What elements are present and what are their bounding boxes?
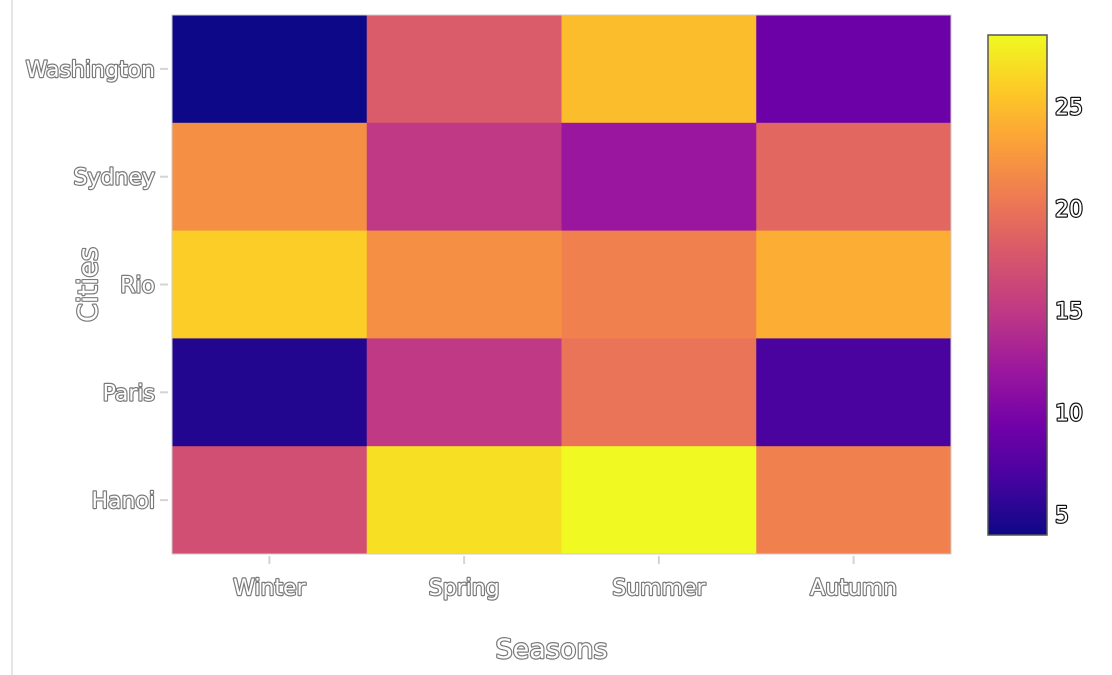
- colorbar-tick-label: 15: [1055, 300, 1083, 325]
- heatmap-cell-hanoi-autumn: [756, 446, 952, 555]
- heatmap-cell-rio-summer: [561, 230, 757, 339]
- heatmap-cell-rio-spring: [366, 230, 562, 339]
- heatmap-cell-rio-winter: [172, 230, 368, 339]
- colorbar-tick-label: 5: [1055, 504, 1069, 529]
- x-tick-label: Winter: [233, 576, 306, 601]
- y-axis-title: Cities: [73, 247, 104, 322]
- y-tick-label: Sydney: [74, 166, 155, 191]
- x-axis-title: Seasons: [495, 634, 607, 665]
- x-tick-label: Summer: [612, 576, 706, 601]
- heatmap-cell-sydney-winter: [172, 122, 368, 232]
- heatmap-cell-washington-autumn: [756, 15, 952, 124]
- heatmap-cell-hanoi-spring: [366, 446, 562, 555]
- heatmap-cell-washington-spring: [366, 15, 562, 124]
- colorbar-tick-label: 20: [1055, 197, 1083, 222]
- heatmap-cell-rio-autumn: [756, 230, 952, 339]
- heatmap-cell-washington-summer: [561, 15, 757, 124]
- plot-border: [171, 14, 952, 555]
- x-tick-label: Spring: [429, 576, 500, 601]
- heatmap-cell-paris-summer: [561, 338, 757, 447]
- heatmap-cell-hanoi-winter: [172, 446, 368, 555]
- x-tick-label: Autumn: [810, 576, 897, 601]
- colorbar: [987, 34, 1048, 536]
- y-tick-label: Washington: [26, 58, 155, 83]
- heatmap-cell-sydney-summer: [561, 122, 757, 232]
- heatmap-cell-paris-autumn: [756, 338, 952, 447]
- colorbar-tick-label: 10: [1055, 402, 1083, 427]
- y-tick-label: Rio: [120, 274, 155, 299]
- heatmap-cell-washington-winter: [172, 15, 368, 124]
- y-tick-label: Hanoi: [91, 489, 155, 514]
- heatmap-cell-sydney-spring: [366, 122, 562, 232]
- heatmap-cell-sydney-autumn: [756, 122, 952, 232]
- colorbar-ticks: 5 10 15 20 25: [1054, 94, 1084, 530]
- left-edge-divider: [11, 0, 13, 675]
- y-tick-label: Paris: [103, 381, 155, 406]
- y-axis-ticks: Washington Sydney Rio Paris Hanoi: [25, 57, 168, 515]
- x-axis-ticks: Winter Spring Summer Autumn: [232, 556, 898, 602]
- heatmap-cells: [172, 15, 952, 555]
- heatmap-cell-paris-spring: [366, 338, 562, 447]
- colorbar-tick-label: 25: [1055, 95, 1083, 120]
- heatmap-cell-paris-winter: [172, 338, 368, 447]
- heatmap-cell-hanoi-summer: [561, 446, 757, 555]
